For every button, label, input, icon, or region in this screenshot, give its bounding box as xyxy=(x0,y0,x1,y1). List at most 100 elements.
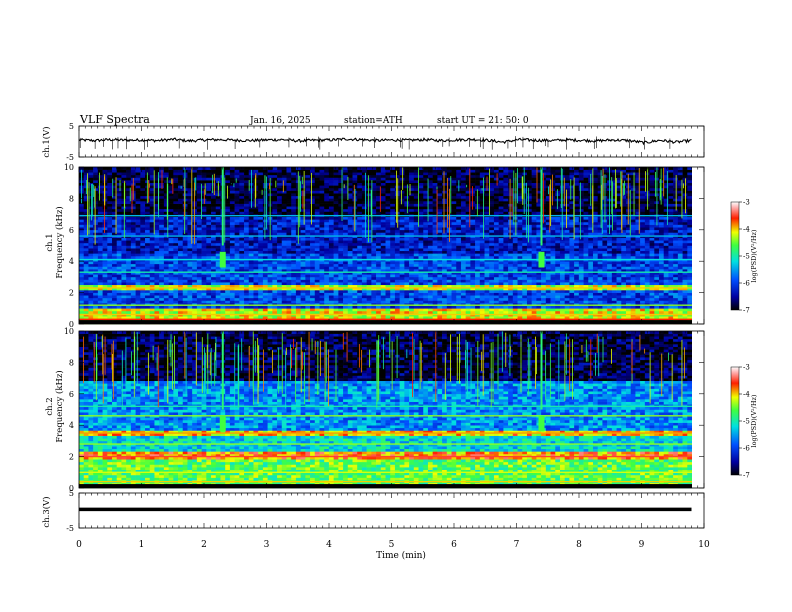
spectrogram-cell xyxy=(135,263,141,267)
spectrogram-cell xyxy=(654,287,660,291)
spectrogram-cell xyxy=(234,276,240,280)
spectrogram-cell xyxy=(97,284,103,288)
spectrogram-cell xyxy=(390,253,396,257)
spectrogram-cell xyxy=(611,308,617,312)
spectrogram-cell xyxy=(220,276,226,280)
spectrogram-cell xyxy=(460,274,466,278)
spectrogram-cell xyxy=(654,240,660,244)
spectrogram-cell xyxy=(338,227,344,231)
spectrogram-cell xyxy=(607,240,613,244)
spectrogram-cell xyxy=(522,289,528,293)
spectrogram-cell xyxy=(522,279,528,283)
spectrogram-cell xyxy=(178,237,184,241)
spectrogram-cell xyxy=(630,242,636,246)
spectrogram-cell xyxy=(338,297,344,301)
spectrogram-cell xyxy=(253,227,259,231)
spectrogram-cell xyxy=(338,232,344,236)
spectrogram-cell xyxy=(93,269,99,272)
spectrogram-cell xyxy=(597,289,603,293)
spectrogram-cell xyxy=(644,269,650,272)
spectrogram-cell xyxy=(347,250,353,254)
spectrogram-cell xyxy=(649,271,655,275)
spectrogram-cell xyxy=(654,300,660,304)
spectrogram-cell xyxy=(178,287,184,291)
spectrogram-cell xyxy=(258,269,264,272)
spectrogram-cell xyxy=(460,250,466,254)
spectrogram-cell xyxy=(578,295,584,299)
spectrogram-cell xyxy=(602,295,608,299)
spectrogram-cell xyxy=(644,237,650,241)
spectrogram-cell xyxy=(682,232,688,236)
spectrogram-cell xyxy=(456,274,462,278)
spectrogram-cell xyxy=(333,282,339,286)
spectrogram-cell xyxy=(361,240,367,244)
spectrogram-cell xyxy=(460,287,466,291)
spectrogram-cell xyxy=(201,227,207,231)
spectrogram-cell xyxy=(625,279,631,283)
spectrogram-cell xyxy=(357,229,363,233)
spectrogram-cell xyxy=(310,237,316,241)
spectrogram-cell xyxy=(498,266,504,270)
spectrogram-cell xyxy=(640,237,646,241)
spectrogram-cell xyxy=(583,297,589,301)
spectrogram-cell xyxy=(380,248,386,252)
spectrogram-cell xyxy=(517,240,523,244)
spectrogram-cell xyxy=(338,276,344,280)
spectrogram-cell xyxy=(390,297,396,301)
spectrogram-cell xyxy=(107,245,113,249)
spectrogram-cell xyxy=(371,305,377,309)
spectrogram-cell xyxy=(107,276,113,280)
spectrogram-cell xyxy=(121,282,127,286)
spectrogram-cell xyxy=(493,289,499,293)
spectrogram-cell xyxy=(88,266,94,270)
spectrogram-cell xyxy=(352,276,358,280)
spectrogram-cell xyxy=(545,279,551,283)
spectrogram-cell xyxy=(451,310,457,314)
spectrogram-cell xyxy=(116,227,122,231)
spectrogram-cell xyxy=(347,297,353,301)
spectrogram-cell xyxy=(187,232,193,236)
spectrogram-cell xyxy=(559,242,565,246)
spectrogram-cell xyxy=(465,266,471,270)
spectrogram-cell xyxy=(211,229,217,233)
spectrogram-cell xyxy=(333,232,339,236)
spectrogram-cell xyxy=(324,232,330,236)
spectrogram-cell xyxy=(239,245,245,249)
spectrogram-cell xyxy=(178,248,184,252)
spectrogram-cell xyxy=(649,253,655,257)
spectrogram-cell xyxy=(536,237,542,241)
spectrogram-cell xyxy=(343,287,349,291)
spectrogram-cell xyxy=(592,242,598,246)
spectrogram-cell xyxy=(295,300,301,304)
spectrogram-cell xyxy=(437,300,443,304)
spectrogram-cell xyxy=(479,253,485,257)
spectrogram-cell xyxy=(545,282,551,286)
spectrogram-cell xyxy=(644,248,650,252)
spectrogram-cell xyxy=(130,248,136,252)
spectrogram-cell xyxy=(442,263,448,267)
spectrogram-cell xyxy=(163,242,169,246)
spectrogram-cell xyxy=(385,292,391,296)
spectrogram-cell xyxy=(324,284,330,288)
spectrogram-cell xyxy=(314,255,320,259)
spectrogram-cell xyxy=(545,310,551,314)
spectrogram-cell xyxy=(592,305,598,309)
spectrogram-cell xyxy=(352,242,358,246)
spectrogram-cell xyxy=(517,292,523,296)
spectrogram-cell xyxy=(225,255,231,259)
spectrogram-cell xyxy=(239,266,245,270)
spectrogram-cell xyxy=(366,240,372,244)
spectrogram-cell xyxy=(465,308,471,312)
spectrogram-cell xyxy=(196,271,202,275)
spectrogram-cell xyxy=(503,289,509,293)
spectrogram-cell xyxy=(508,237,514,241)
spectrogram-cell xyxy=(588,266,594,270)
spectrogram-cell xyxy=(550,308,556,312)
spectrogram-cell xyxy=(597,266,603,270)
spectrogram-cell xyxy=(154,261,160,265)
spectrogram-cell xyxy=(239,237,245,241)
spectrogram-cell xyxy=(687,253,693,257)
spectrogram-cell xyxy=(93,261,99,265)
spectrogram-cell xyxy=(357,242,363,246)
spectrogram-cell xyxy=(630,240,636,244)
